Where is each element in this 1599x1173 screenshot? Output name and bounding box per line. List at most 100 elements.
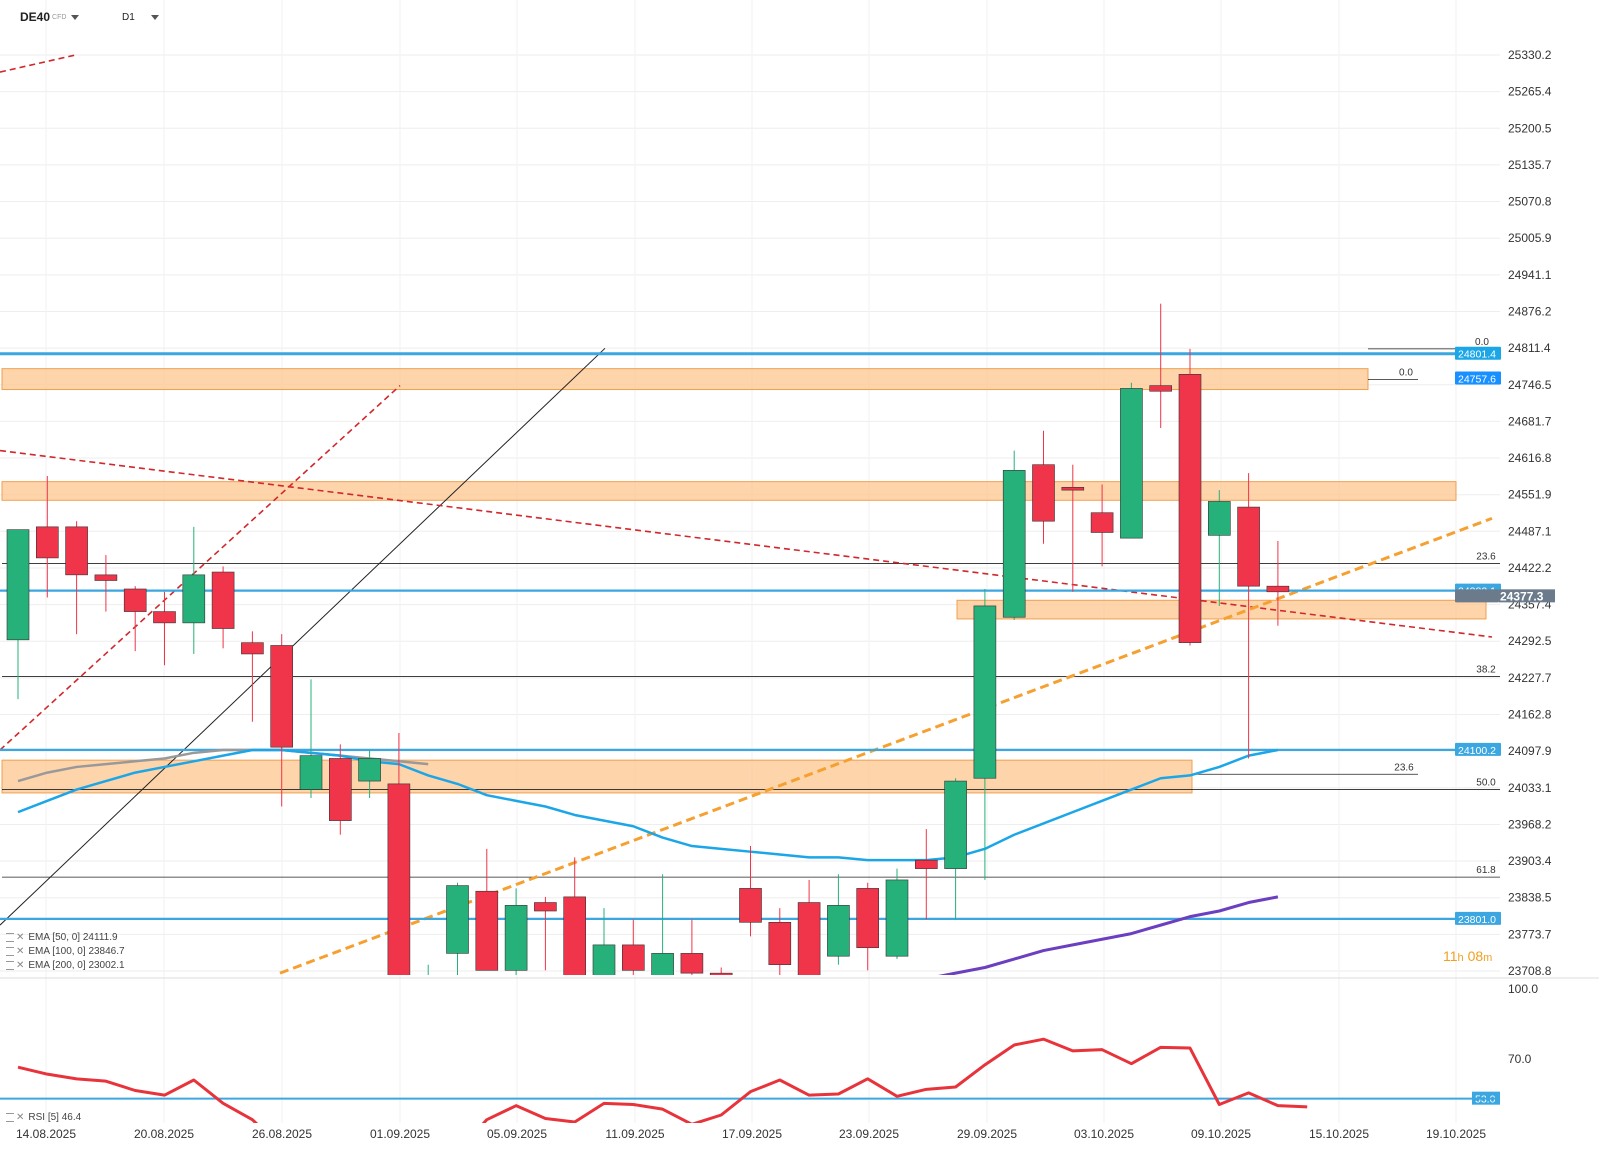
candle-body <box>563 896 587 975</box>
price-axis-tick: 23708.8 <box>1508 964 1552 978</box>
legend-label: RSI [5] <box>28 1112 59 1123</box>
candle-body <box>1032 464 1055 522</box>
price-axis-tick: 25005.9 <box>1508 231 1552 245</box>
price-axis-tick: 24097.9 <box>1508 744 1552 758</box>
symbol-selector[interactable]: DE40 CFD <box>20 10 80 24</box>
price-label-bg <box>1499 589 1555 603</box>
list-icon <box>6 960 14 970</box>
close-icon[interactable]: ✕ <box>16 932 25 943</box>
candle-body <box>358 758 381 782</box>
chevron-down-icon <box>71 15 80 21</box>
legend-value: 23846.7 <box>88 946 125 957</box>
date-axis-tick: 20.08.2025 <box>134 1127 194 1141</box>
price-label-bg <box>1455 371 1501 385</box>
legend-label: EMA [100, 0] <box>28 946 86 957</box>
price-axis-tick: 24876.2 <box>1508 304 1552 318</box>
price-label-text: 24377.3 <box>1500 589 1544 603</box>
price-axis-tick: 23968.2 <box>1508 817 1552 831</box>
price-axis: 25330.2 25265.4 25200.5 25135.7 25070.8 25005… <box>1455 48 1555 1106</box>
price-axis-tick: 25070.8 <box>1508 195 1552 209</box>
price-label-text: 23801.0 <box>1458 914 1496 926</box>
fibonacci-label: 0.0 <box>1399 367 1413 378</box>
candle-body <box>944 780 967 869</box>
candle-body <box>592 944 616 975</box>
candle-body <box>885 879 909 957</box>
price-label: 24100.2 <box>1455 742 1501 757</box>
rsi-axis-tick: 100.0 <box>1508 982 1538 996</box>
list-icon <box>6 946 14 956</box>
candle-body <box>417 1010 439 1033</box>
fibonacci-label: 0.0 <box>1475 337 1489 348</box>
legend-ema50[interactable]: ✕ EMA [50, 0] 24111.9 <box>6 932 118 943</box>
price-axis-tick: 24616.8 <box>1508 451 1552 465</box>
price-label-bg <box>1455 911 1501 925</box>
legend-value: 46.4 <box>61 1112 82 1123</box>
price-axis-tick: 24551.9 <box>1508 488 1552 502</box>
date-axis-tick: 17.09.2025 <box>722 1127 782 1141</box>
price-axis-tick: 23838.5 <box>1508 891 1552 905</box>
candle-body <box>475 890 499 971</box>
close-icon[interactable]: ✕ <box>16 960 25 971</box>
fibonacci-label: 61.8 <box>1476 865 1496 876</box>
candles <box>6 303 1290 1033</box>
candle-body <box>182 574 206 624</box>
trend-line-black <box>0 347 606 926</box>
legend-ema200[interactable]: ✕ EMA [200, 0] 23002.1 <box>6 960 125 971</box>
candle-body <box>1208 501 1231 536</box>
chevron-down-icon <box>150 14 159 20</box>
candle-body <box>914 859 938 869</box>
grid <box>0 0 1500 1123</box>
price-label: 24757.6 <box>1455 371 1501 385</box>
candle-body <box>739 888 762 923</box>
price-label-bg <box>1455 742 1501 756</box>
rsi-line <box>17 1037 1308 1123</box>
price-axis-tick: 23773.7 <box>1508 927 1552 941</box>
close-icon[interactable]: ✕ <box>16 1112 25 1123</box>
close-icon[interactable]: ✕ <box>16 946 25 957</box>
price-label-text: 24100.2 <box>1458 745 1496 757</box>
price-axis-tick: 25200.5 <box>1508 121 1552 135</box>
candle-body <box>299 755 323 790</box>
legend-rsi[interactable]: ✕ RSI [5] 46.4 <box>6 1112 81 1123</box>
price-label-bg <box>1455 346 1501 360</box>
price-axis-tick: 23903.4 <box>1508 854 1552 868</box>
legend-ema100[interactable]: ✕ EMA [100, 0] 23846.7 <box>6 946 125 957</box>
candle-body <box>65 526 88 576</box>
fibonacci-label: 23.6 <box>1394 762 1414 773</box>
rsi-pane <box>0 1037 1500 1123</box>
fibonacci-label: 38.2 <box>1476 665 1496 676</box>
candle-body <box>446 885 469 954</box>
price-label: 24801.4 <box>1455 346 1501 361</box>
price-axis-tick: 25265.4 <box>1508 85 1552 99</box>
price-label: 23801.0 <box>1455 911 1501 926</box>
candle-body <box>328 758 352 821</box>
timeframe-selector[interactable]: D1 <box>122 12 159 23</box>
candle-body <box>270 645 294 748</box>
candle-body <box>709 972 733 975</box>
resistance-dashed-line <box>0 54 76 73</box>
candle-body <box>241 642 264 655</box>
candle-body <box>1266 585 1290 593</box>
candle-countdown: 11h 08m <box>1443 948 1492 964</box>
resistance-dashed-line <box>0 385 401 751</box>
candle-body <box>621 944 645 971</box>
fibonacci-label: 23.6 <box>1476 552 1496 563</box>
price-axis-tick: 24227.7 <box>1508 671 1552 685</box>
candle-body <box>35 526 59 559</box>
date-axis-tick: 29.09.2025 <box>957 1127 1017 1141</box>
legend-label: EMA [200, 0] <box>28 960 86 971</box>
list-icon <box>6 932 14 942</box>
date-axis-tick: 09.10.2025 <box>1191 1127 1251 1141</box>
support-resistance-zone <box>956 599 1487 620</box>
candle-body <box>1237 506 1260 587</box>
price-axis-tick: 24487.1 <box>1508 524 1552 538</box>
candle-body <box>1061 486 1085 491</box>
candle-body <box>827 905 850 957</box>
candle-body <box>1120 388 1143 539</box>
date-axis-tick: 23.09.2025 <box>839 1127 899 1141</box>
price-label-text: 24801.4 <box>1458 349 1496 361</box>
timeframe-label: D1 <box>122 12 135 23</box>
candle-body <box>680 953 704 974</box>
candle-body <box>211 571 235 629</box>
